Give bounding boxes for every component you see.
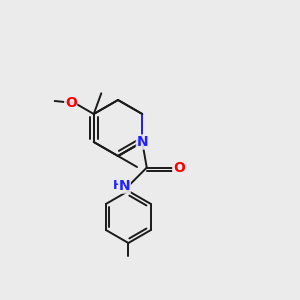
Text: N: N	[136, 135, 148, 149]
Text: N: N	[118, 179, 130, 193]
Text: H: H	[113, 179, 124, 193]
Text: O: O	[173, 160, 185, 175]
Text: O: O	[65, 96, 76, 110]
